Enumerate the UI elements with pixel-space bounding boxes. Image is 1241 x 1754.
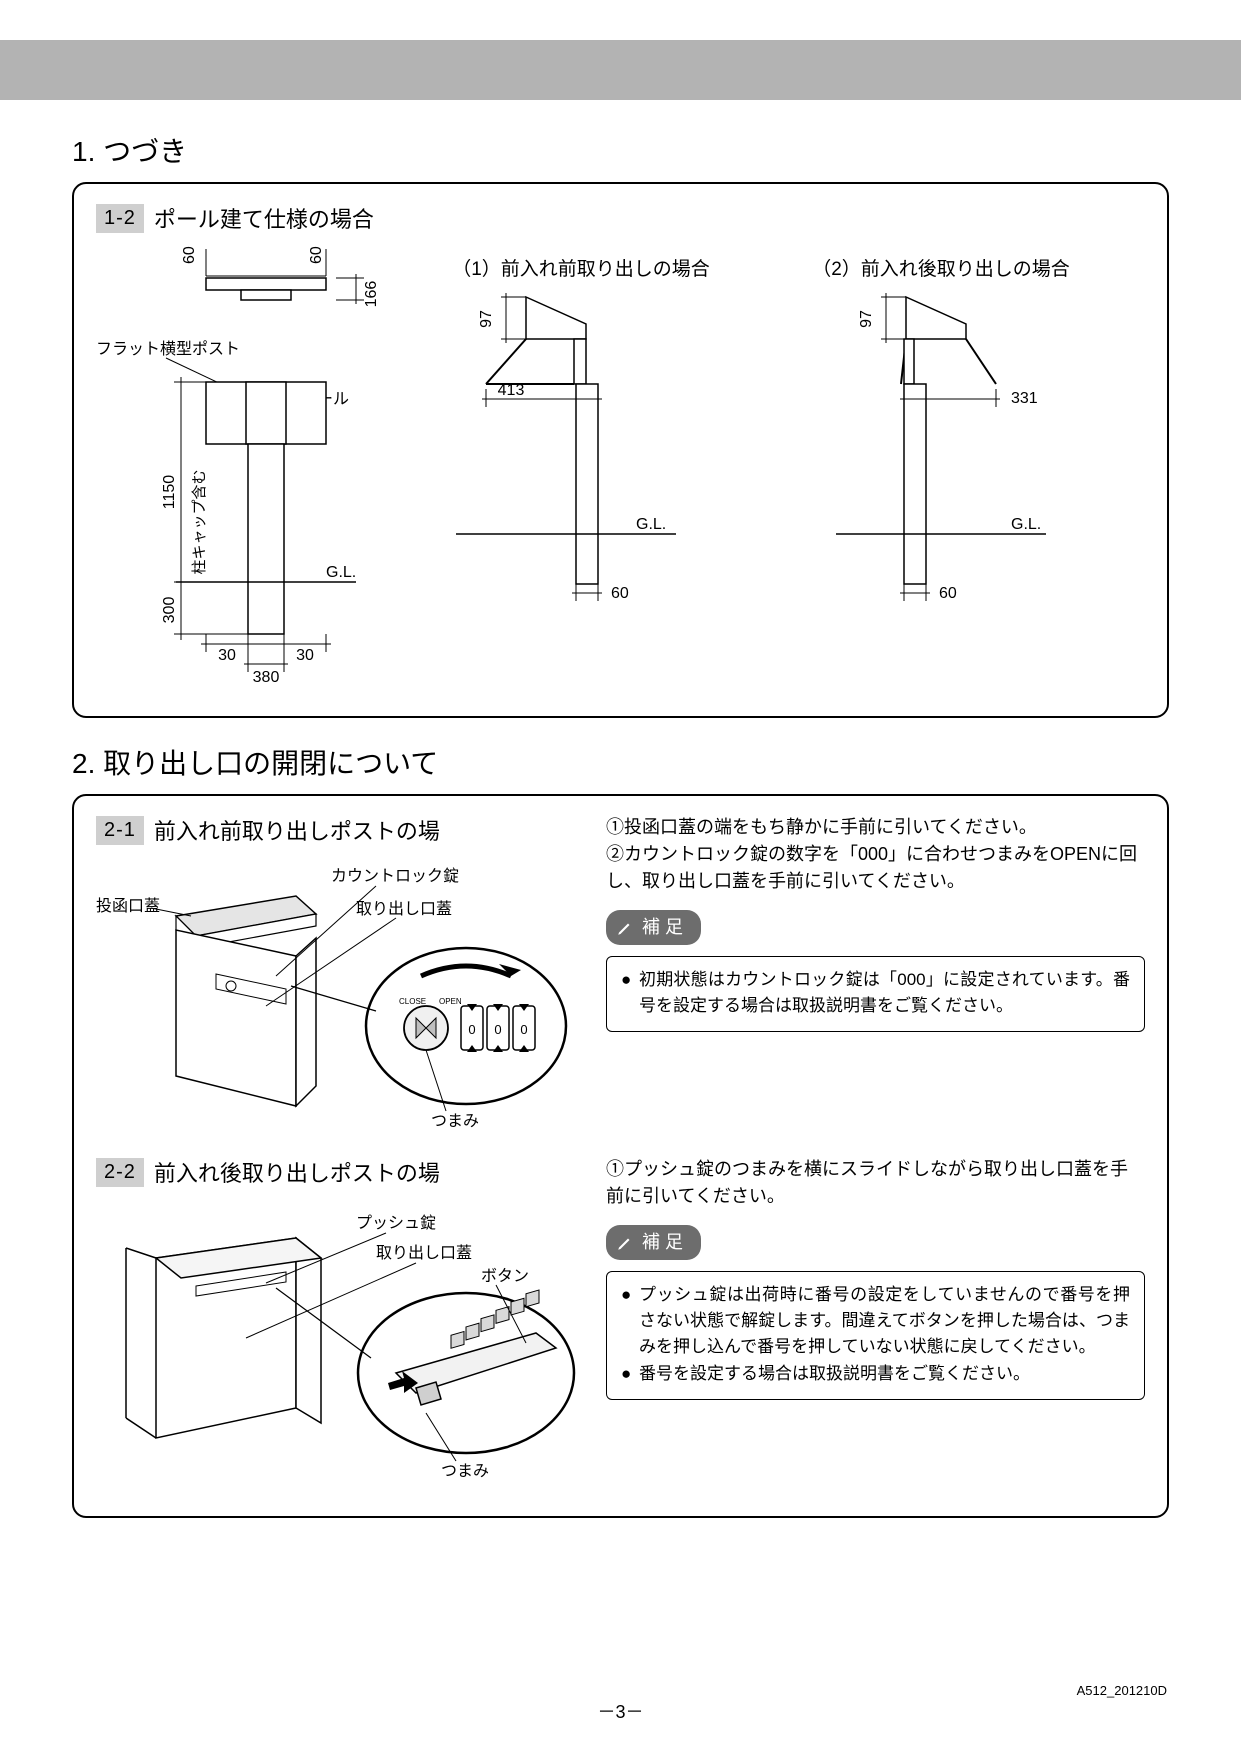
dim-380: 380 [253, 669, 280, 686]
page-content: 1. つづき 1-2 ポール建て仕様の場合 60 60 [72, 130, 1169, 1542]
sec2-2-text: ①プッシュ錠のつまみを横にスライドしながら取り出し口蓋を手前に引いてください。 … [606, 1156, 1145, 1400]
sub-num: 1-2 [96, 204, 144, 233]
doc-code: A512_201210D [1077, 1683, 1167, 1698]
sub-heading-2-1: 2-1 前入れ前取り出しポストの場 [96, 814, 576, 846]
note-box: ●プッシュ錠は出荷時に番号の設定をしていませんので番号を押さない状態で解錠します… [606, 1271, 1145, 1400]
pencil-icon [616, 1234, 634, 1252]
page-number: －3－ [0, 1698, 1241, 1724]
callout-flap: 投函口蓋 [96, 897, 160, 915]
svg-text:0: 0 [468, 1022, 475, 1037]
sub-heading-1-2: 1-2 ポール建て仕様の場合 [96, 202, 1145, 234]
callout-button: ボタン [481, 1267, 529, 1285]
main-diagram-col: 60 60 166 フラッ [96, 244, 386, 694]
section2-panel: 2-1 前入れ前取り出しポストの場 [72, 794, 1169, 1518]
sub-label: ポール建て仕様の場合 [154, 202, 374, 234]
sub-label: 前入れ前取り出しポストの場 [154, 814, 440, 846]
pencil-icon [616, 919, 634, 937]
label-open: OPEN [439, 997, 462, 1006]
sub-label: 前入れ後取り出しポストの場 [154, 1156, 440, 1188]
section1-panel: 1-2 ポール建て仕様の場合 60 60 [72, 182, 1169, 718]
sec2-2-row: 2-2 前入れ後取り出しポストの場 プッシュ錠 [96, 1156, 1145, 1488]
case2-title: （2）前入れ後取り出しの場合 [776, 254, 1106, 281]
c1-dim-413: 413 [498, 382, 525, 399]
sec2-2-diagram: プッシュ錠 取り出し口蓋 [96, 1198, 576, 1488]
label-cap-note: 柱キャップ含む [191, 469, 208, 574]
note-title: 補 足 [642, 914, 683, 941]
svg-text:0: 0 [520, 1022, 527, 1037]
dim-1150: 1150 [161, 475, 178, 510]
section2-title: 2. 取り出し口の開閉について [72, 742, 1169, 782]
note-item-0: プッシュ錠は出荷時に番号の設定をしていませんので番号を押さない状態で解錠します。… [639, 1282, 1130, 1361]
c2-gl: G.L. [1011, 516, 1041, 533]
c2-dim-97: 97 [858, 310, 875, 328]
sub-num: 2-1 [96, 816, 144, 845]
sec2-1-text: ①投函口蓋の端をもち静かに手前に引いてください。 ②カウントロック錠の数字を「0… [606, 814, 1145, 1032]
case1-title: （1）前入れ前取り出しの場合 [416, 254, 746, 281]
dim-30r: 30 [296, 647, 314, 664]
note-title: 補 足 [642, 1229, 683, 1256]
sec2-1-diagram: 投函口蓋 カウントロック錠 取り出し口蓋 [96, 856, 576, 1146]
c1-dim-60: 60 [611, 585, 629, 602]
case1-diagram: 97 G.L. [416, 289, 696, 629]
pole-elevation-diagram: 60 60 166 フラッ [96, 244, 386, 694]
section1-title: 1. つづき [72, 130, 1169, 170]
svg-text:0: 0 [494, 1022, 501, 1037]
note-item-1: 番号を設定する場合は取扱説明書をご覧ください。 [639, 1361, 1030, 1387]
c1-dim-97: 97 [478, 310, 495, 328]
case2-col: （2）前入れ後取り出しの場合 97 G.L. [776, 244, 1106, 629]
callout-knob2: つまみ [441, 1463, 489, 1480]
note-body: 初期状態はカウントロック錠は「000」に設定されています。番号を設定する場合は取… [639, 967, 1130, 1020]
case2-diagram: 97 G.L. [776, 289, 1056, 629]
step1: ①投函口蓋の端をもち静かに手前に引いてください。 [606, 814, 1145, 841]
sub-num: 2-2 [96, 1158, 144, 1187]
callout-knob: つまみ [431, 1113, 479, 1130]
dim-300: 300 [161, 597, 178, 624]
note-tab: 補 足 [606, 910, 701, 945]
dim-60-left: 60 [181, 246, 198, 264]
c2-dim-331: 331 [1011, 390, 1038, 407]
sec2-1-row: 2-1 前入れ前取り出しポストの場 [96, 814, 1145, 1146]
gl-main: G.L. [326, 564, 356, 581]
callout-lid: 取り出し口蓋 [356, 900, 452, 918]
label-flat-post: フラット横型ポスト [96, 340, 240, 358]
callout-pushlock: プッシュ錠 [356, 1214, 436, 1232]
callout-lock: カウントロック錠 [331, 867, 459, 885]
step2: ②カウントロック錠の数字を「000」に合わせつまみをOPENに回し、取り出し口蓋… [606, 841, 1145, 895]
dim-166: 166 [363, 281, 380, 308]
dim-60-right: 60 [308, 246, 325, 264]
dim-30l: 30 [218, 647, 236, 664]
sub-heading-2-2: 2-2 前入れ後取り出しポストの場 [96, 1156, 576, 1188]
label-close: CLOSE [399, 997, 426, 1006]
header-bar [0, 40, 1241, 100]
note-box: ●初期状態はカウントロック錠は「000」に設定されています。番号を設定する場合は… [606, 956, 1145, 1033]
c2-dim-60: 60 [939, 585, 957, 602]
c1-gl: G.L. [636, 516, 666, 533]
note-tab: 補 足 [606, 1225, 701, 1260]
callout-lid2: 取り出し口蓋 [376, 1244, 472, 1262]
step1b: ①プッシュ錠のつまみを横にスライドしながら取り出し口蓋を手前に引いてください。 [606, 1156, 1145, 1210]
case1-col: （1）前入れ前取り出しの場合 97 [416, 244, 746, 629]
